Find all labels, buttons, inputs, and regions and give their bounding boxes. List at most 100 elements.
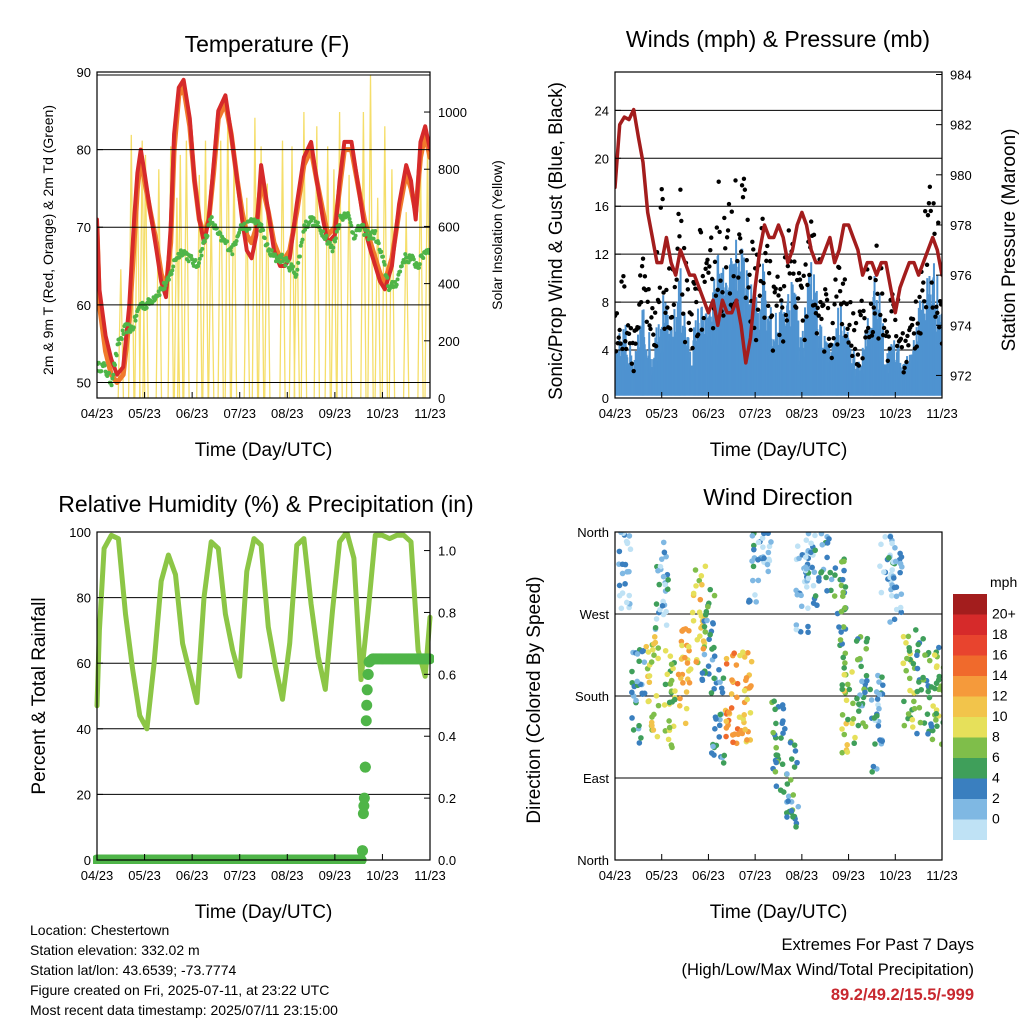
direction-point — [680, 680, 686, 686]
gust-point — [872, 311, 877, 316]
direction-point — [717, 711, 724, 718]
direction-point — [704, 617, 710, 624]
direction-point — [846, 686, 853, 693]
plot-frame — [96, 71, 431, 399]
gust-point — [874, 243, 879, 248]
dewpoint-point — [300, 237, 305, 242]
direction-point — [741, 654, 748, 660]
direction-point — [744, 737, 750, 743]
direction-point — [934, 663, 940, 669]
direction-point — [818, 532, 825, 537]
direction-point — [630, 727, 637, 733]
gust-point — [729, 209, 734, 214]
direction-point — [711, 686, 717, 692]
direction-point — [911, 705, 918, 712]
gust-point — [926, 200, 932, 206]
gust-point — [636, 325, 641, 330]
gust-point — [925, 213, 931, 218]
direction-point — [897, 560, 904, 567]
rainfall-point — [362, 668, 374, 680]
gust-point — [633, 341, 638, 346]
direction-point — [707, 586, 714, 593]
gust-point — [901, 370, 906, 375]
direction-point — [720, 675, 727, 681]
gust-point — [777, 332, 782, 338]
plot-area — [615, 532, 942, 830]
dewpoint-point — [144, 305, 149, 310]
gust-point — [794, 305, 799, 310]
y2-tick-label: 1.0 — [438, 544, 456, 559]
y-tick-label: 0 — [84, 853, 91, 868]
gust-point — [715, 287, 720, 292]
direction-point — [934, 723, 940, 729]
gust-point — [889, 309, 894, 314]
gust-point — [826, 336, 832, 342]
rainfall-point — [361, 699, 373, 711]
direction-point — [849, 720, 855, 727]
gust-point — [621, 273, 626, 279]
direction-point — [854, 695, 860, 702]
direction-point — [723, 655, 730, 662]
direction-point — [743, 674, 750, 681]
direction-point — [622, 581, 628, 587]
direction-point — [660, 598, 666, 605]
gust-point — [802, 337, 807, 343]
legend-label: 16 — [992, 647, 1008, 663]
dewpoint-point — [99, 369, 104, 374]
gust-point — [745, 217, 750, 223]
direction-point — [903, 667, 909, 674]
y-tick-label: 12 — [595, 247, 609, 262]
direction-point — [794, 543, 801, 550]
direction-point — [759, 535, 766, 541]
gust-point — [934, 304, 939, 310]
direction-point — [657, 563, 664, 570]
y-tick-label: West — [580, 607, 610, 622]
direction-point — [664, 671, 671, 678]
direction-point — [897, 604, 904, 611]
direction-point — [656, 581, 663, 588]
direction-point — [694, 636, 701, 643]
y-tick-label: North — [577, 853, 609, 868]
solar-insolation-spike — [142, 154, 149, 398]
y2-tick-label: 200 — [438, 334, 460, 349]
direction-point — [818, 569, 824, 576]
direction-point — [784, 814, 790, 820]
y-tick-label: East — [583, 771, 609, 786]
dewpoint-point — [291, 264, 296, 269]
gust-point — [885, 358, 891, 363]
gust-point — [785, 263, 791, 269]
direction-point — [887, 619, 893, 625]
direction-point — [926, 694, 933, 701]
y2-tick-label: 800 — [438, 162, 460, 177]
gust-point — [867, 275, 873, 281]
direction-point — [798, 603, 805, 610]
direction-point — [782, 726, 788, 732]
gust-point — [936, 220, 941, 225]
dewpoint-point — [351, 230, 356, 235]
direction-point — [667, 653, 674, 660]
direction-point — [666, 718, 672, 724]
gust-point — [913, 299, 919, 304]
gust-point — [924, 262, 930, 268]
direction-point — [660, 539, 667, 546]
direction-point — [658, 556, 665, 562]
gust-point — [714, 225, 720, 230]
direction-point — [660, 573, 667, 580]
direction-point — [900, 633, 907, 640]
y2-tick-label: 974 — [950, 318, 972, 333]
gust-point — [863, 335, 868, 340]
gust-point — [682, 339, 688, 345]
direction-point — [641, 659, 648, 665]
gust-point — [829, 355, 834, 361]
chart-title: Wind Direction — [703, 484, 853, 510]
gust-point — [894, 343, 900, 349]
y2-tick-label: 400 — [438, 277, 460, 292]
gust-point — [823, 287, 828, 292]
gust-point — [679, 218, 684, 224]
gust-point — [825, 305, 831, 311]
gust-point — [685, 287, 691, 292]
gust-point — [905, 333, 910, 339]
legend-label: 8 — [992, 729, 1000, 745]
dewpoint-point — [347, 217, 352, 222]
gust-point — [747, 272, 752, 278]
